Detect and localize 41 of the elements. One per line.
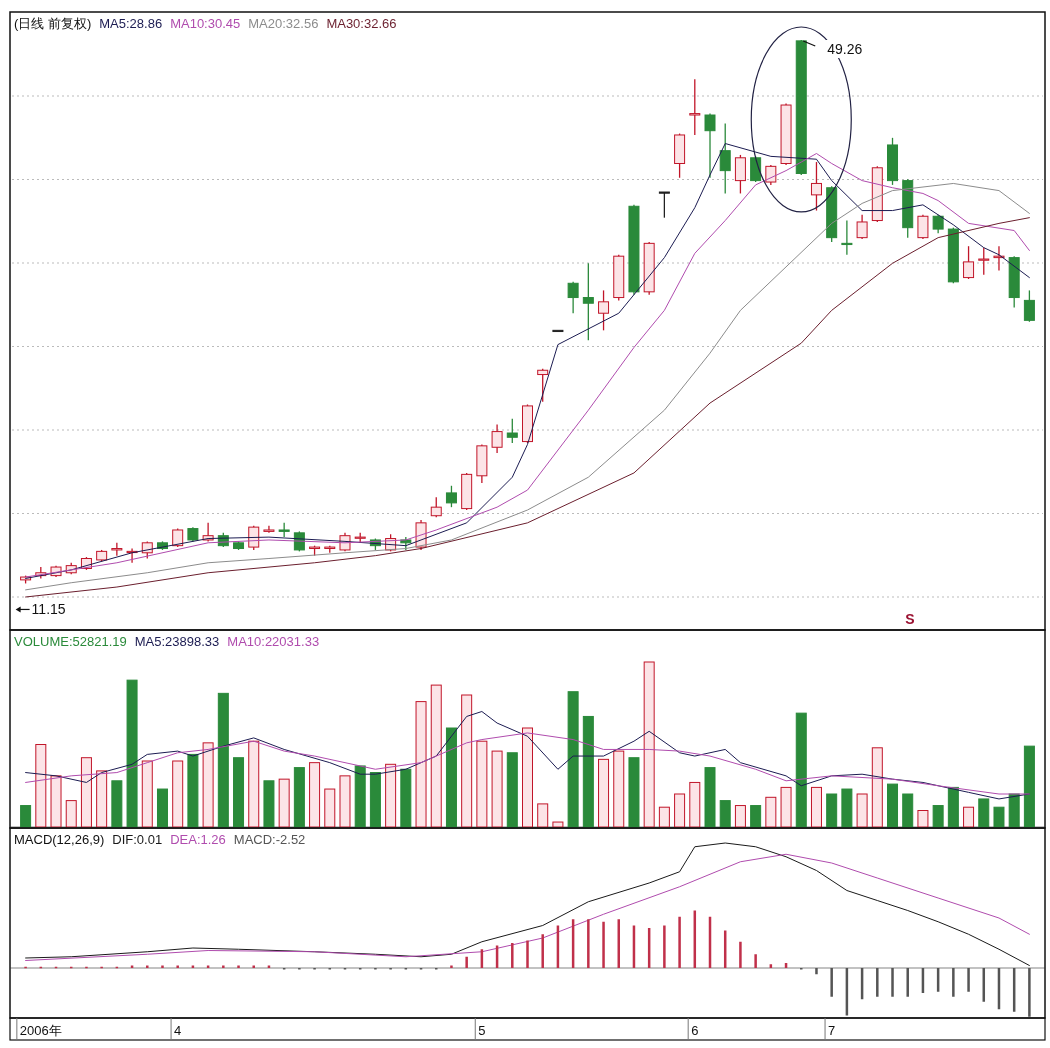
x-tick-label: 5 [478, 1023, 486, 1038]
text: MA30:32.66 [326, 16, 397, 31]
text: DIF:0.01 [112, 832, 163, 847]
candlestick [582, 262, 594, 341]
candlestick [1023, 289, 1035, 323]
x-tick-label: 4 [174, 1023, 182, 1038]
text: MACD:-2.52 [233, 832, 306, 847]
text: MA5:28.86 [99, 16, 163, 31]
candlestick [856, 214, 868, 240]
candlestick [963, 245, 975, 280]
chart-title: (日线 前复权) [14, 16, 92, 31]
candlestick [598, 289, 610, 331]
candlestick [537, 368, 549, 403]
x-tick-label: 2006年 [19, 1023, 62, 1038]
candlestick [111, 542, 123, 557]
candlestick [841, 219, 853, 256]
candlestick [719, 122, 731, 195]
candlestick [689, 78, 701, 136]
text: MA10:22031.33 [227, 634, 320, 649]
text: MA10:30.45 [170, 16, 241, 31]
chart-title: MACD(12,26,9) [14, 832, 105, 847]
x-tick-label: 7 [828, 1023, 836, 1038]
text: S [905, 611, 915, 627]
candlestick [810, 161, 822, 212]
text: DEA:1.26 [170, 832, 226, 847]
candlestick [658, 191, 670, 219]
x-tick-label: 6 [691, 1023, 699, 1038]
candlestick [704, 112, 716, 179]
text: MA20:32.56 [248, 16, 319, 31]
candlestick [734, 154, 746, 195]
candlestick [932, 214, 944, 235]
candlestick [567, 281, 579, 314]
annotation: 49.26 [827, 41, 863, 57]
candlestick [506, 418, 518, 444]
candlestick [445, 485, 457, 508]
candlestick [491, 423, 503, 454]
candlestick [430, 496, 442, 518]
text: MA5:23898.33 [134, 634, 220, 649]
text: 11.15 [31, 601, 66, 618]
candlestick [978, 246, 990, 276]
text: VOLUME:52821.19 [14, 634, 127, 649]
